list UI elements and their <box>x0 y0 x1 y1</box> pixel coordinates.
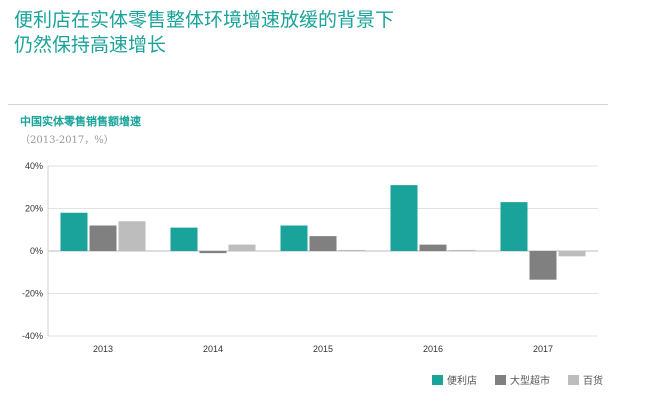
bar <box>60 212 88 251</box>
bar <box>500 202 528 251</box>
legend-label: 大型超市 <box>510 374 550 387</box>
divider <box>8 104 608 105</box>
bar <box>228 244 256 251</box>
bar <box>309 236 337 251</box>
bar <box>390 185 418 251</box>
legend-swatch <box>432 375 443 385</box>
x-tick-label: 2017 <box>533 344 553 354</box>
x-tick-label: 2013 <box>93 344 113 354</box>
chart-title: 中国实体零售销售额增速 <box>20 115 141 128</box>
x-tick-label: 2016 <box>423 344 443 354</box>
bar <box>529 251 557 280</box>
legend-label: 百货 <box>583 374 603 387</box>
legend-swatch <box>568 375 579 385</box>
y-tick-label: 40% <box>25 161 43 171</box>
x-tick-label: 2014 <box>203 344 223 354</box>
y-tick-label: 20% <box>25 204 43 214</box>
bar <box>338 249 366 251</box>
bar <box>280 225 308 251</box>
y-tick-label: 0% <box>30 246 43 256</box>
bar <box>419 244 447 251</box>
bar <box>558 251 586 257</box>
legend-label: 便利店 <box>447 374 477 387</box>
x-tick-label: 2015 <box>313 344 333 354</box>
headline-line-1: 便利店在实体零售整体环境增速放缓的背景下 <box>14 9 395 31</box>
bar <box>199 251 227 254</box>
y-tick-label: -20% <box>22 289 43 299</box>
headline: 便利店在实体零售整体环境增速放缓的背景下 仍然保持高速增长 <box>14 8 634 58</box>
bar <box>448 249 476 251</box>
y-tick-label: -40% <box>22 331 43 341</box>
legend-swatch <box>495 375 506 385</box>
headline-line-2: 仍然保持高速增长 <box>14 34 167 56</box>
bar <box>89 225 117 251</box>
chart-subtitle: （2013-2017，%） <box>20 135 114 146</box>
bar <box>170 227 198 251</box>
bar <box>118 221 146 251</box>
